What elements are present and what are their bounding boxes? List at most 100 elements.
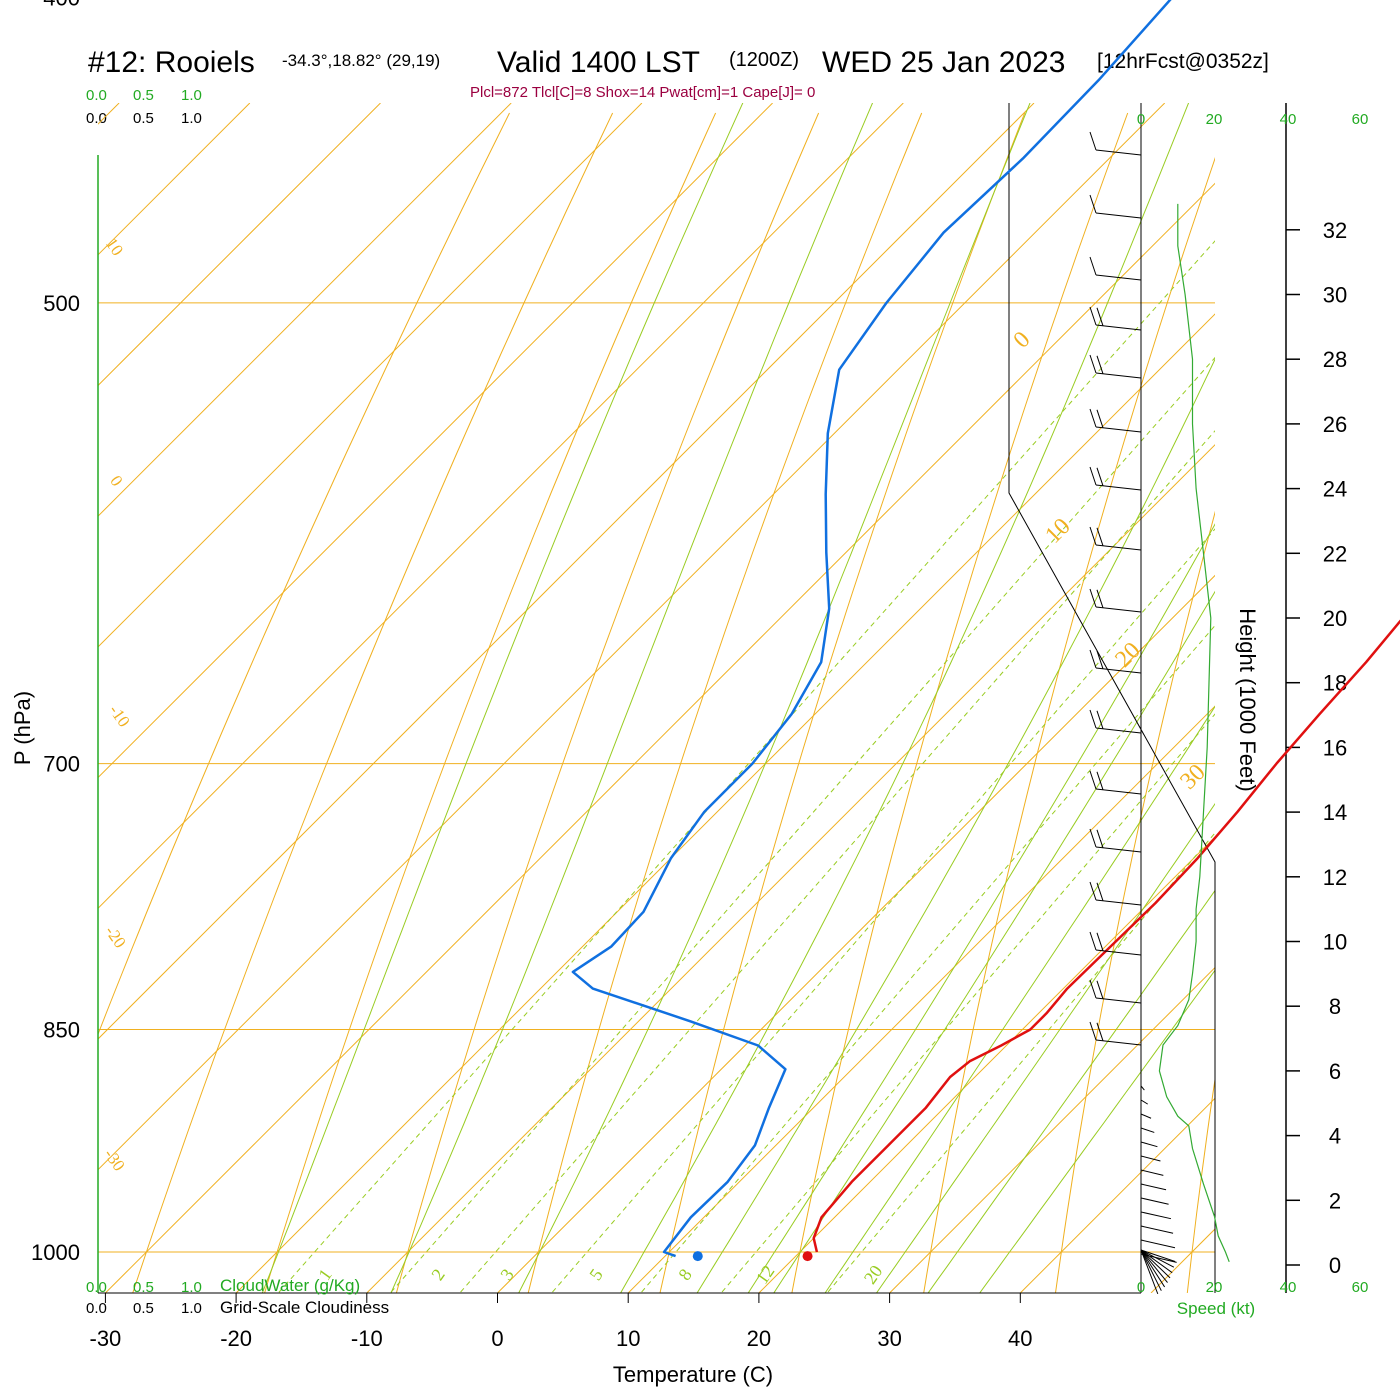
height-tick-label: 28 xyxy=(1323,347,1347,372)
low-level-wind-barb xyxy=(1140,1127,1155,1133)
wind-barb xyxy=(1089,881,1142,906)
pressure-tick-label: 400 xyxy=(43,0,80,10)
foreground: 2503004005007008501000-30-20-10010203040… xyxy=(31,0,1400,1351)
utc-time: (1200Z) xyxy=(729,49,799,71)
wind-barb-flag xyxy=(1096,355,1104,374)
mixing-ratio-1 xyxy=(277,240,1215,1293)
moist-adiabat-0 xyxy=(518,103,1031,1293)
temperature-tick-label: 20 xyxy=(747,1326,771,1351)
bottom-green-0: 0.0 xyxy=(86,1279,107,1296)
top-green-1: 0.5 xyxy=(133,87,154,104)
isotherm--80 xyxy=(98,103,643,648)
wind-barb-staff xyxy=(1095,846,1142,853)
height-tick-label: 26 xyxy=(1323,412,1347,437)
wind-barb-flag xyxy=(1089,194,1097,214)
wind-barb-flag xyxy=(1096,771,1104,790)
wind-barb xyxy=(1089,588,1142,613)
moist-adiabat-28 xyxy=(876,803,1215,1293)
mixing-ratio-2 xyxy=(389,356,1215,1293)
wind-barb xyxy=(1089,1021,1142,1046)
temperature-tick-label: 30 xyxy=(877,1326,901,1351)
height-tick-label: 10 xyxy=(1323,930,1347,955)
temperature-tick-label: 0 xyxy=(491,1326,503,1351)
dry-adiabat-label: 10 xyxy=(102,234,127,259)
wind-barb xyxy=(1089,931,1142,956)
speed-top-40: 40 xyxy=(1280,111,1297,128)
station-coords: -34.3°,18.82° (29,19) xyxy=(282,51,440,70)
top-scale: 0.0 0.5 1.0 0.0 0.5 1.0 xyxy=(86,87,202,127)
speed-bottom-60: 60 xyxy=(1352,1279,1369,1296)
height-axis-title: Height (1000 Feet) xyxy=(1235,608,1260,791)
surface-wind-barb xyxy=(1140,1249,1162,1291)
wind-barb xyxy=(1089,770,1142,795)
wind-barb xyxy=(1089,466,1142,491)
wind-barb xyxy=(1089,194,1142,219)
isotherm-0 xyxy=(497,574,1215,1293)
top-green-0: 0.0 xyxy=(86,87,107,104)
moist-adiabat-14 xyxy=(696,358,1215,1293)
height-tick-label: 12 xyxy=(1323,865,1347,890)
moist-adiabat--20 xyxy=(261,103,744,1293)
dewpoint-profile xyxy=(571,0,1172,1258)
wind-barb-flag xyxy=(1096,710,1104,729)
wind-barb-flag xyxy=(1096,829,1104,848)
wind-barb-flag xyxy=(1089,770,1097,790)
surface-wind-barb xyxy=(1140,1249,1168,1283)
isotherm--50 xyxy=(98,103,1035,1040)
wind-barb-flag xyxy=(1089,408,1097,428)
valid-time: Valid 1400 LST xyxy=(497,46,700,79)
forecast-title: [12hrFcst@0352z] xyxy=(1097,50,1269,73)
isotherm--90 xyxy=(98,103,512,517)
background-lines xyxy=(98,103,1215,1293)
dry-adiabat-30 xyxy=(923,157,1215,1293)
wind-barb-flag xyxy=(1089,1021,1097,1041)
wind-barb-staff xyxy=(1095,426,1142,433)
dry-adiabat-label: -20 xyxy=(101,922,130,951)
speed-axis-title: Speed (kt) xyxy=(1177,1299,1255,1318)
wind-barb-flag xyxy=(1089,649,1097,669)
wind-barb-flag xyxy=(1089,588,1097,608)
surface-wind-barb xyxy=(1140,1249,1175,1268)
wind-barb-flag xyxy=(1096,980,1104,999)
wind-barb-flag xyxy=(1096,882,1104,901)
wind-barb-flag xyxy=(1096,650,1104,669)
wind-barb-flag xyxy=(1089,306,1097,326)
wind-barb-staff xyxy=(1095,324,1142,331)
isotherm-label: 0 xyxy=(1009,327,1036,354)
dry-adiabat-0 xyxy=(527,112,923,1293)
isotherm--60 xyxy=(98,103,904,910)
speed-top-60: 60 xyxy=(1352,111,1369,128)
height-tick-label: 8 xyxy=(1329,994,1341,1019)
moist-adiabat-36 xyxy=(979,969,1215,1293)
wind-barb xyxy=(1089,979,1142,1004)
height-tick-label: 22 xyxy=(1323,541,1347,566)
low-level-wind-barb xyxy=(1140,1099,1148,1105)
pressure-tick-label: 850 xyxy=(43,1017,80,1042)
mixing-ratio-5 xyxy=(551,528,1215,1293)
pressure-tick-label: 500 xyxy=(43,291,80,316)
surface-dewpoint-marker xyxy=(692,1251,703,1262)
wind-barb xyxy=(1089,828,1142,853)
wind-barb xyxy=(1089,131,1142,156)
height-tick-label: 6 xyxy=(1329,1059,1341,1084)
height-tick-label: 2 xyxy=(1329,1188,1341,1213)
top-black-2: 1.0 xyxy=(181,110,202,127)
low-level-wind-barb xyxy=(1140,1113,1152,1119)
pressure-tick-label: 1000 xyxy=(31,1240,80,1265)
wind-barb-staff xyxy=(1095,667,1142,674)
dry-adiabat--40 xyxy=(98,112,510,1036)
temperature-profile xyxy=(812,619,1400,1253)
wind-barb-staff xyxy=(1095,544,1142,551)
top-black-0: 0.0 xyxy=(86,110,107,127)
wind-barb-staff xyxy=(1095,212,1142,219)
wind-barb-staff xyxy=(1095,274,1142,281)
low-level-wind-barb xyxy=(1140,1155,1161,1162)
mixing-ratio-3 xyxy=(459,430,1215,1293)
wind-barb xyxy=(1089,649,1142,674)
cloudiness-label: Grid-Scale Cloudiness xyxy=(220,1298,389,1317)
isotherm-10 xyxy=(627,705,1215,1293)
dry-adiabat-20 xyxy=(791,112,1129,1293)
wind-barb xyxy=(1089,526,1142,551)
speed-top-0: 0 xyxy=(1137,111,1145,128)
